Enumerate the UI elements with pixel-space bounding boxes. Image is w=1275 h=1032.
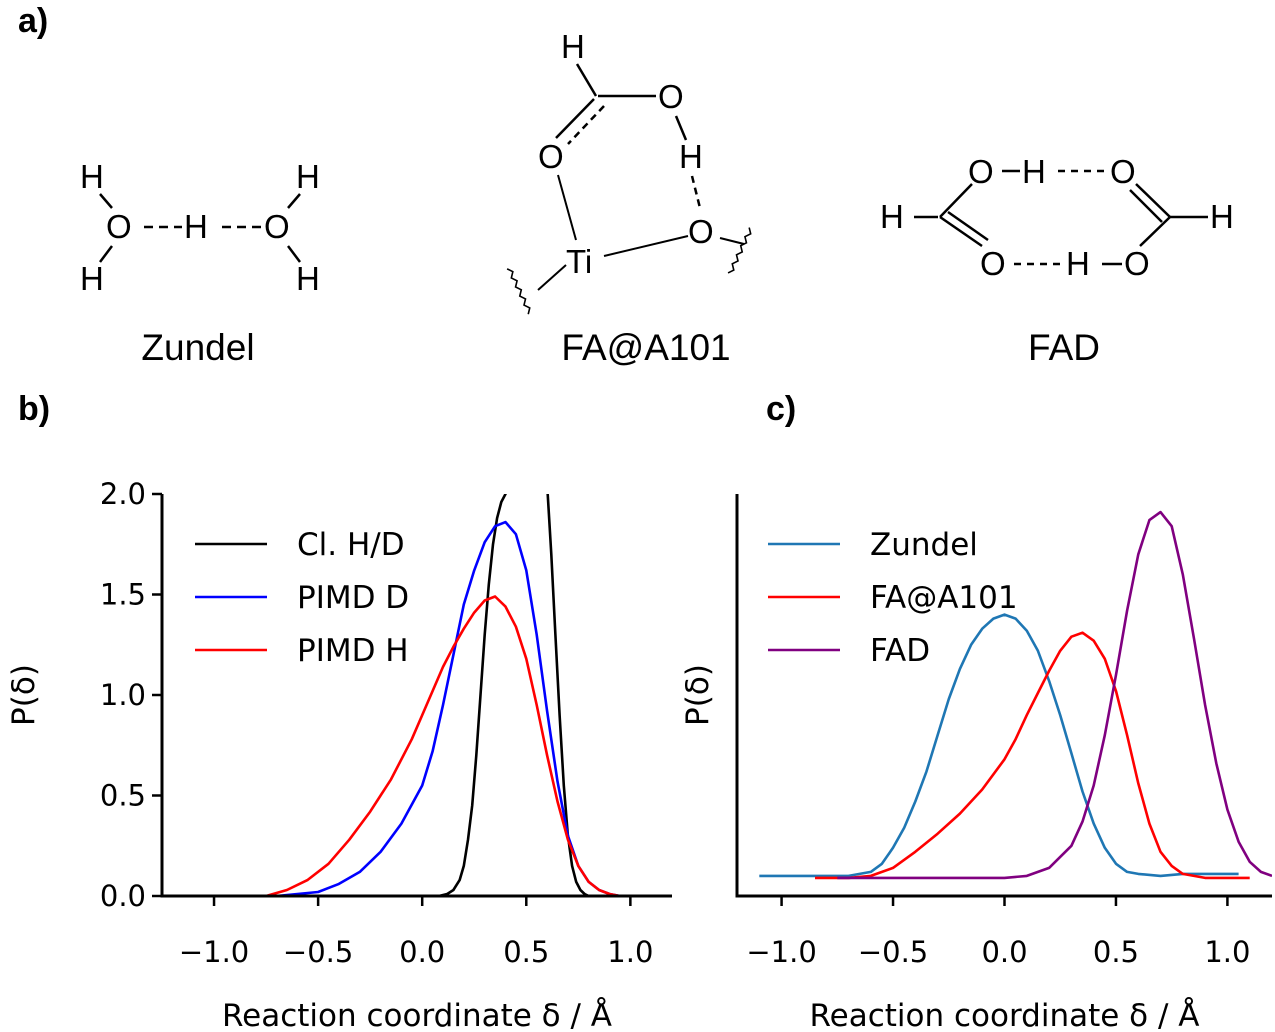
series-line-pimd-h [265,595,631,896]
panel-label-a: a) [18,2,48,40]
y-tick-label: 2.0 [100,477,146,511]
svg-text:H: H [1210,198,1234,235]
panel-label-c: c) [766,390,796,428]
x-axis-label: Reaction coordinate δ / Å [809,998,1199,1032]
fad-label: FAD [1028,327,1100,368]
svg-text:O: O [1110,153,1136,190]
svg-text:O: O [106,208,132,245]
y-tick-label: 0.0 [100,879,146,913]
y-tick-label: 0.5 [100,779,146,813]
svg-text:O: O [538,138,564,175]
zundel-structure: H H O H O H H Zundel [80,158,320,368]
svg-text:H: H [296,158,320,195]
series-line-zundel [759,613,1239,878]
legend-label: Cl. H/D [297,527,405,563]
svg-text:O: O [688,213,714,250]
x-axis-label: Reaction coordinate δ / Å [222,998,612,1032]
svg-text:O: O [264,208,290,245]
x-tick-label: −0.5 [283,935,353,969]
x-tick-label: 0.0 [981,935,1027,969]
svg-text:H: H [80,158,104,195]
svg-text:O: O [1124,245,1150,282]
svg-text:O: O [980,245,1006,282]
svg-text:H: H [880,198,904,235]
series-line-fa-a101 [815,631,1250,880]
x-tick-label: −0.5 [858,935,928,969]
svg-text:O: O [658,78,684,115]
svg-text:H: H [1066,245,1090,282]
x-tick-label: 0.0 [399,935,445,969]
svg-text:H: H [296,260,320,297]
svg-text:H: H [80,260,104,297]
svg-text:Ti: Ti [566,243,592,280]
legend-label: FAD [870,633,930,669]
x-tick-label: 0.5 [503,935,549,969]
series-line-pimd-d [276,520,631,896]
fa-a101-structure: H O O H O Ti FA@A101 [506,28,752,368]
x-tick-label: −1.0 [746,935,816,969]
svg-text:H: H [679,138,703,175]
y-tick-label: 1.5 [100,578,146,612]
y-tick-label: 1.0 [100,678,146,712]
legend-label: FA@A101 [870,580,1018,616]
x-tick-label: 0.5 [1093,935,1139,969]
legend-label: PIMD D [297,580,409,616]
legend-label: PIMD H [297,633,409,669]
zundel-label: Zundel [141,327,254,368]
svg-text:H: H [1022,153,1046,190]
svg-text:H: H [561,28,585,65]
x-tick-label: 1.0 [1204,935,1250,969]
legend-label: Zundel [870,527,978,563]
x-tick-label: −1.0 [179,935,249,969]
series-line-fad [837,510,1272,880]
svg-text:O: O [968,153,994,190]
chart-panel-b: −1.0 −0.5 0.0 0.5 1.0 0.0 0.5 1.0 1.5 2.0 Reaction… [6,477,672,1032]
y-axis-label: P(δ) [680,664,716,726]
fa-a101-label: FA@A101 [561,327,730,368]
panel-label-b: b) [18,390,50,428]
svg-text:H: H [184,208,208,245]
x-tick-label: 1.0 [607,935,653,969]
fad-structure: O H O H H O H O FAD [880,153,1234,368]
y-axis-label: P(δ) [6,664,42,726]
series-line-cl-h-d [438,494,590,896]
